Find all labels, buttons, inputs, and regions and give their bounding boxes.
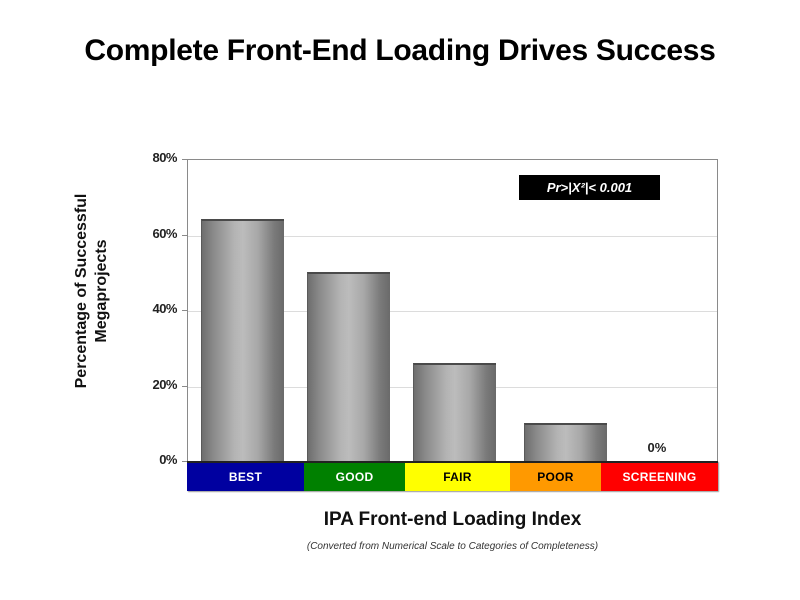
y-tick [182, 159, 188, 160]
bar-fair [413, 362, 496, 461]
y-axis-label: Percentage of Successful Megaprojects [72, 161, 112, 421]
y-tick-label: 0% [159, 452, 177, 467]
plot-area: 0% [182, 159, 718, 462]
bar-good [307, 272, 390, 461]
bar-poor [524, 423, 607, 461]
category-label-screening: SCREENING [601, 463, 718, 491]
y-axis-label-text: Percentage of Successful Megaprojects [73, 193, 110, 389]
y-tick [182, 461, 188, 462]
chart-title: Complete Front-End Loading Drives Succes… [84, 34, 716, 67]
significance-annotation: Pr>|X²|< 0.001 [519, 175, 660, 200]
bar-best [201, 219, 284, 461]
category-label-good: GOOD [304, 463, 405, 491]
y-tick [182, 234, 188, 236]
x-axis-label: IPA Front-end Loading Index [323, 509, 582, 530]
gridline [188, 235, 717, 237]
x-axis-subtitle: (Converted from Numerical Scale to Categ… [306, 541, 599, 552]
y-tick-label: 20% [152, 376, 177, 392]
y-tick-label: 80% [152, 150, 177, 165]
y-tick-label: 60% [152, 225, 177, 241]
category-label-best: BEST [187, 463, 304, 491]
y-tick [182, 310, 188, 311]
y-tick [182, 385, 188, 387]
category-label-fair: FAIR [405, 463, 510, 491]
y-tick-label: 40% [152, 301, 177, 316]
category-band: BEST GOOD FAIR POOR SCREENING [187, 461, 718, 491]
category-label-poor: POOR [510, 463, 601, 491]
gridline [188, 311, 717, 312]
data-label-screening: 0% [647, 440, 667, 455]
